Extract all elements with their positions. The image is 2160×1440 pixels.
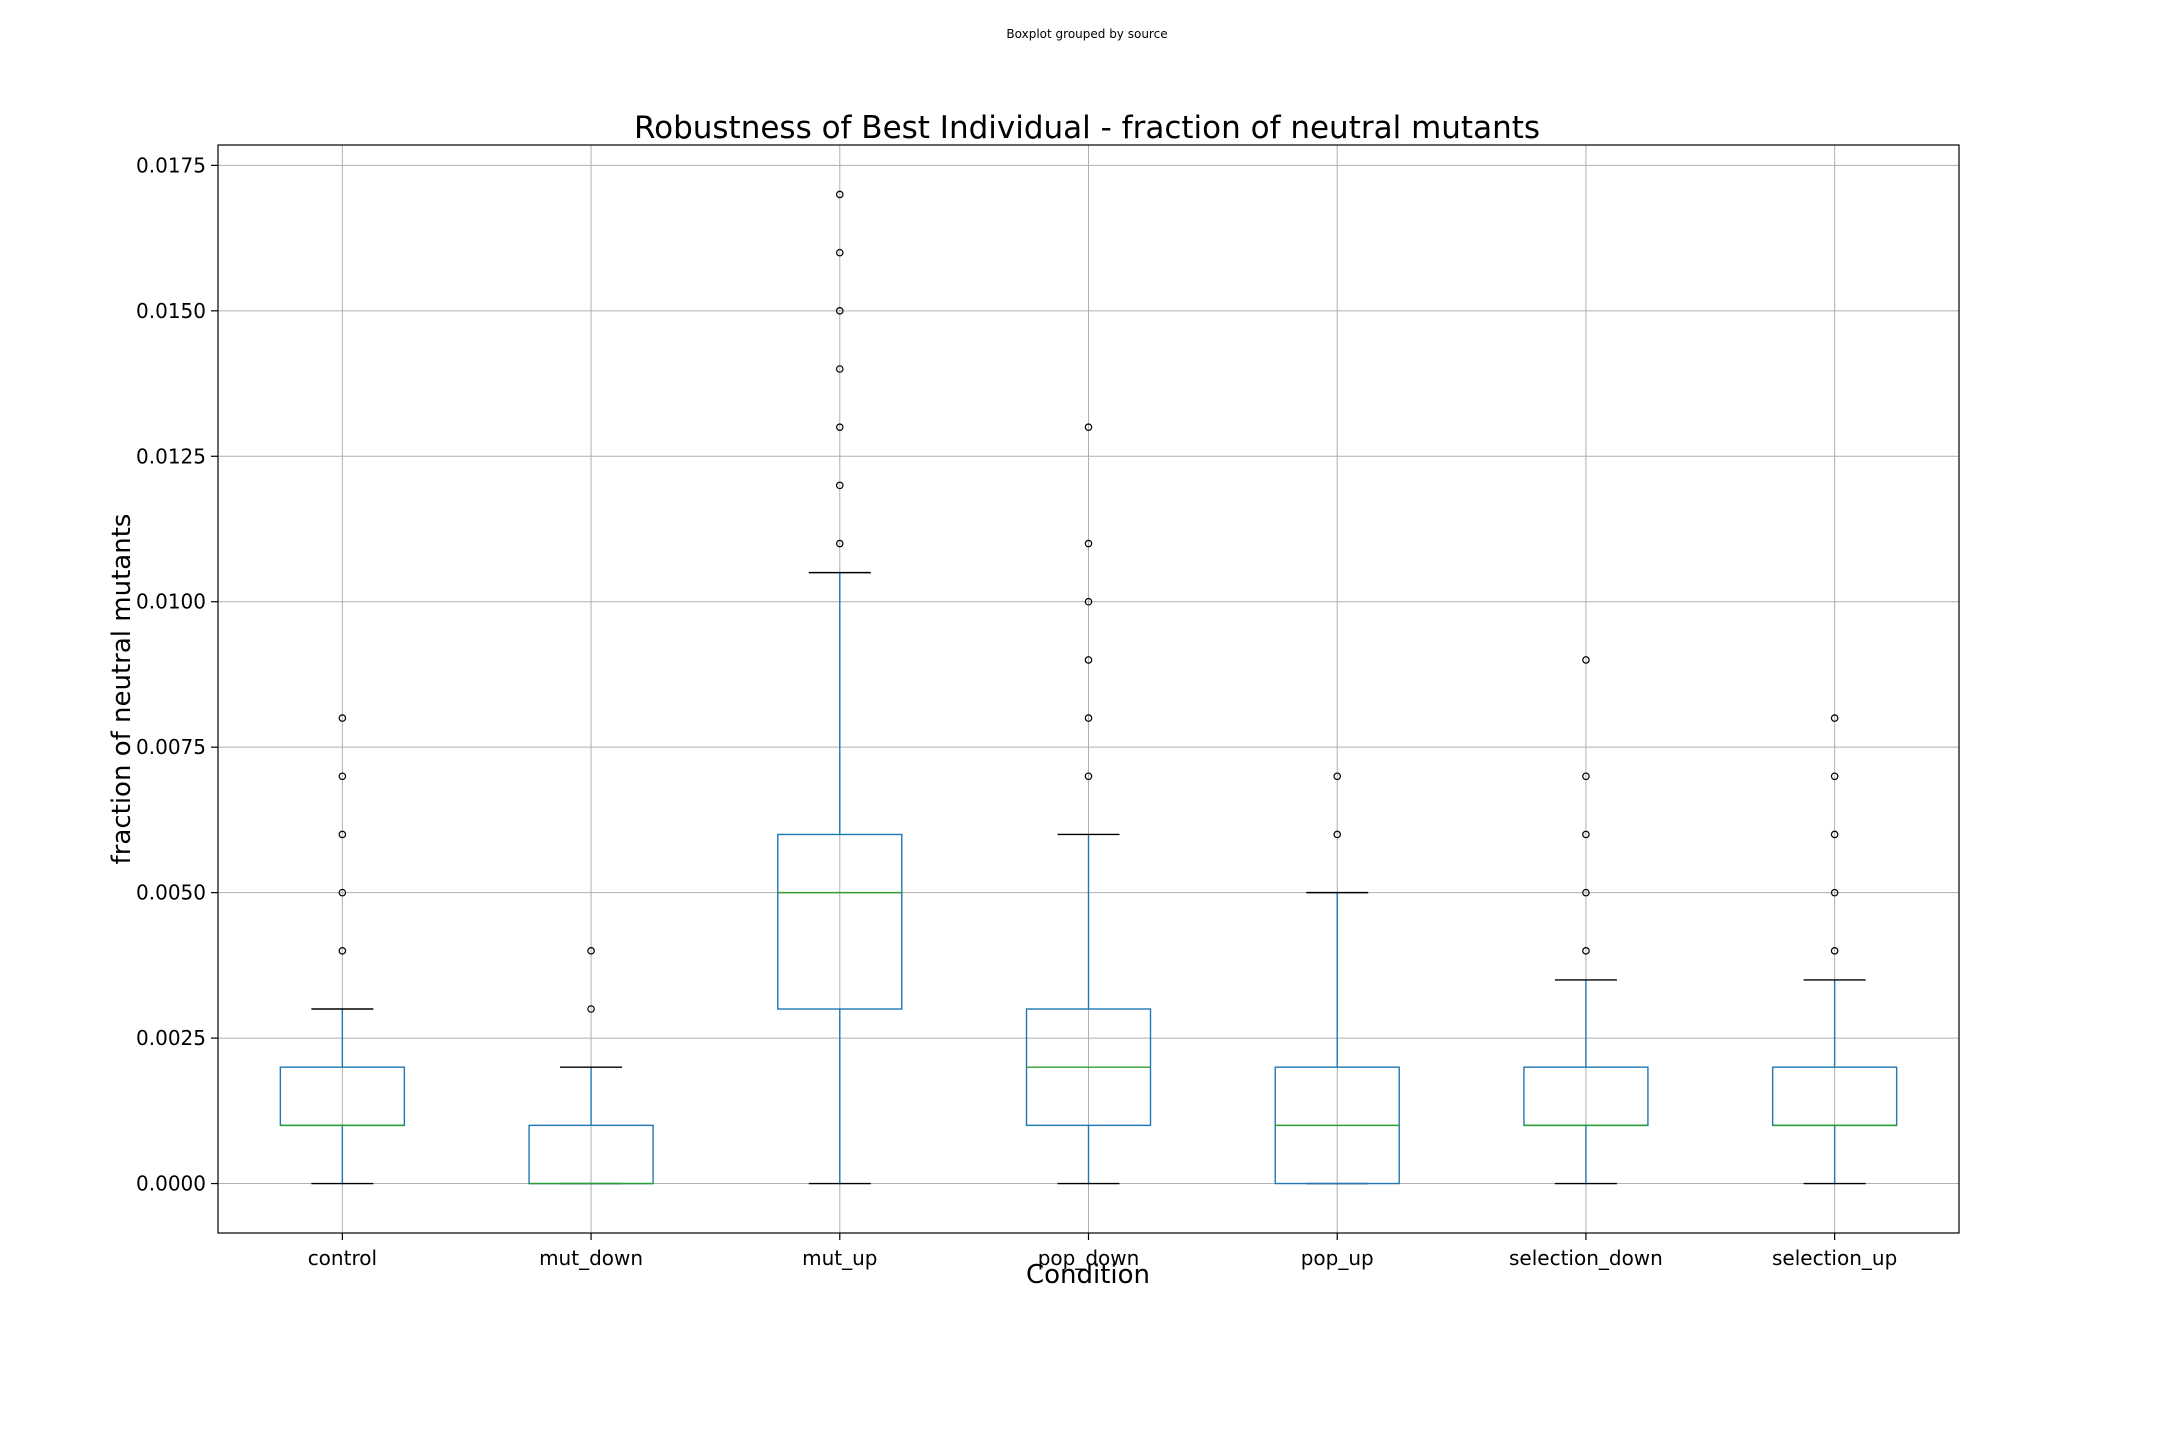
outlier-point <box>338 714 347 722</box>
y-tick-label: 0.0175 <box>136 153 206 177</box>
box-groups <box>279 190 1898 1185</box>
outlier-point <box>587 947 595 955</box>
y-axis-label: fraction of neutral mutants <box>107 514 137 865</box>
outlier-point <box>1333 772 1342 781</box>
outlier-point <box>1333 830 1342 839</box>
y-tick-label: 0.0075 <box>136 735 206 759</box>
outlier-point <box>338 888 347 897</box>
outlier-point <box>835 481 844 490</box>
outlier-point <box>1830 888 1839 897</box>
outlier-point <box>1582 830 1590 839</box>
figure-suptitle: Boxplot grouped by source <box>1006 27 1167 41</box>
y-axis-ticks: 0.0000 0.0025 0.0050 0.0075 0.0100 0.0125 0.01… <box>136 153 218 1196</box>
x-tick-label: pop_down <box>1038 1246 1140 1270</box>
x-tick-label: selection_down <box>1509 1246 1663 1270</box>
outlier-point <box>1582 772 1590 781</box>
outlier-point <box>1084 656 1093 664</box>
box-group-control <box>279 714 406 1185</box>
chart-title: Robustness of Best Individual - fraction… <box>634 110 1540 146</box>
outlier-point <box>1582 888 1590 897</box>
x-tick-label: mut_down <box>539 1246 643 1270</box>
outlier-point <box>835 539 844 548</box>
box-group-selection_down <box>1523 656 1649 1185</box>
y-tick-label: 0.0125 <box>136 444 206 468</box>
outlier-point <box>1084 597 1093 606</box>
x-axis-label: Condition <box>1026 1260 1150 1290</box>
outlier-point <box>835 423 844 431</box>
outlier-point <box>1830 714 1839 722</box>
y-tick-label: 0.0150 <box>136 299 206 323</box>
outlier-point <box>1830 947 1839 955</box>
x-tick-label: pop_up <box>1301 1246 1374 1270</box>
outlier-point <box>835 248 844 257</box>
y-tick-label: 0.0100 <box>136 590 206 614</box>
x-tick-label: selection_up <box>1772 1246 1897 1270</box>
outlier-point <box>338 772 347 781</box>
outlier-point <box>1830 830 1839 839</box>
outlier-point <box>1582 947 1590 955</box>
outlier-point <box>1084 539 1093 548</box>
outlier-point <box>338 830 347 839</box>
outlier-point <box>835 307 844 315</box>
outlier-point <box>835 365 844 373</box>
outlier-point <box>1084 714 1093 722</box>
plot-frame <box>217 144 1960 1234</box>
outlier-point <box>587 1005 595 1013</box>
grid-lines <box>218 145 1959 1233</box>
x-tick-label: mut_up <box>802 1246 877 1270</box>
box-iqr <box>777 833 903 1010</box>
box-group-pop_down <box>1025 423 1152 1185</box>
outlier-point <box>1084 423 1093 431</box>
outlier-point <box>1582 656 1590 664</box>
box-group-pop_up <box>1274 772 1400 1185</box>
box-group-mut_up <box>777 190 903 1185</box>
outlier-point <box>338 947 347 955</box>
y-tick-label: 0.0025 <box>136 1026 206 1050</box>
y-tick-label: 0.0050 <box>136 881 206 905</box>
box-group-mut_down <box>528 947 654 1185</box>
x-axis-ticks: control mut_down mut_up pop_down pop_up selec… <box>308 1233 1897 1270</box>
outlier-point <box>1830 772 1839 781</box>
outlier-point <box>835 190 844 199</box>
x-tick-label: control <box>308 1246 377 1270</box>
y-tick-label: 0.0000 <box>136 1172 206 1196</box>
outlier-point <box>1084 772 1093 781</box>
box-group-selection_up <box>1771 714 1898 1185</box>
